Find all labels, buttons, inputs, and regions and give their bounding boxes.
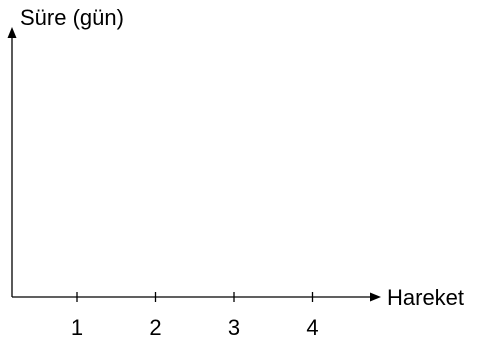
y-axis-arrow-icon: [7, 27, 17, 38]
x-axis: [12, 292, 381, 302]
y-axis-title: Süre (gün): [20, 5, 124, 30]
x-tick-label-1: 1: [71, 315, 83, 340]
x-axis-arrow-icon: [370, 292, 381, 302]
x-axis-ticks: 1 2 3 4: [71, 292, 319, 340]
y-axis: [7, 27, 17, 297]
x-tick-label-4: 4: [306, 315, 318, 340]
x-tick-label-2: 2: [149, 315, 161, 340]
x-tick-label-3: 3: [228, 315, 240, 340]
x-axis-title: Hareket: [387, 285, 464, 310]
